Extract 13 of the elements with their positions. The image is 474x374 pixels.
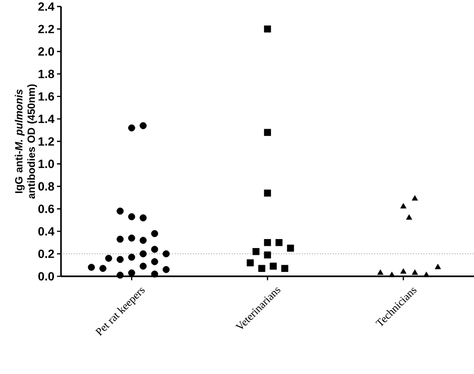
y-tick-label: 2.4 [38, 2, 54, 11]
y-tick-label: 0.0 [38, 272, 54, 281]
y-tick-label: 1.0 [38, 160, 54, 168]
y-tick-label: 1.8 [38, 70, 54, 78]
y-tick-label: 0.8 [38, 182, 54, 191]
y-tick-label: 2.0 [38, 47, 54, 56]
y-tick-label: 2.2 [38, 24, 54, 34]
y-tick-label: 0.2 [38, 250, 54, 258]
y-tick-label: 0.6 [38, 204, 54, 214]
y-tick-label: 1.2 [38, 137, 54, 146]
y-tick-label: 1.6 [38, 92, 54, 101]
y-tick-label: 1.4 [38, 114, 54, 124]
y-tick-label: 0.4 [38, 227, 54, 236]
